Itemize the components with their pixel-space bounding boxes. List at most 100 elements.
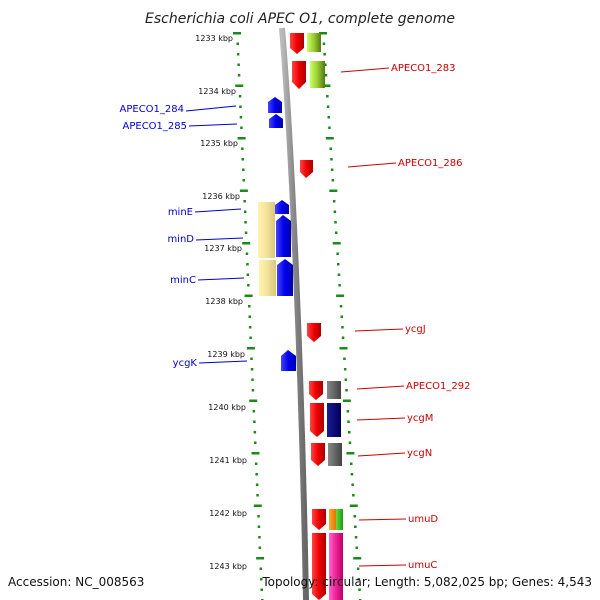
ring-minor-tick: [330, 168, 334, 171]
leader-line: [357, 452, 406, 457]
gene-apeco1-283[interactable]: [292, 61, 306, 89]
gene-label[interactable]: APECO1_284: [120, 104, 185, 115]
gene-label[interactable]: APECO1_285: [123, 121, 188, 132]
ring-minor-tick: [239, 116, 243, 119]
ring-minor-tick: [236, 53, 240, 56]
ring-minor-tick: [240, 126, 243, 129]
ring-major-tick: [242, 242, 251, 245]
ring-minor-tick: [324, 63, 327, 66]
gene-ycgm[interactable]: [310, 403, 324, 437]
ring-minor-tick: [248, 305, 251, 308]
ring-minor-tick: [258, 536, 261, 539]
gene-ycgk[interactable]: [281, 350, 296, 371]
ring-minor-tick: [333, 210, 337, 213]
gene-label[interactable]: ycgN: [407, 448, 432, 459]
ring-minor-tick: [348, 431, 351, 434]
class-bar: [307, 33, 321, 52]
gene-label[interactable]: minC: [170, 275, 196, 286]
tick-label: 1239 kbp: [207, 350, 245, 359]
leader-line: [188, 123, 238, 127]
ring-minor-tick: [350, 473, 354, 476]
ring-major-tick: [251, 452, 260, 455]
ring-minor-tick: [244, 231, 248, 234]
ring-minor-tick: [238, 95, 242, 98]
gene-umud[interactable]: [312, 509, 326, 530]
ring-minor-tick: [252, 410, 256, 413]
gene-label[interactable]: ycgM: [407, 413, 433, 424]
class-bar: [329, 533, 343, 600]
ring-minor-tick: [246, 263, 249, 266]
ring-major-tick: [339, 347, 348, 350]
gene-ycgj[interactable]: [307, 323, 321, 342]
gene-label[interactable]: APECO1_292: [406, 381, 471, 392]
ring-minor-tick: [253, 420, 256, 423]
gene-mind[interactable]: [276, 215, 291, 257]
ring-minor-tick: [241, 158, 244, 161]
map-title: Escherichia coli APEC O1, complete genom…: [145, 11, 455, 27]
gene-apeco1-292[interactable]: [309, 381, 323, 400]
ring-minor-tick: [242, 168, 245, 171]
ring-minor-tick: [354, 525, 357, 528]
ring-minor-tick: [339, 305, 343, 308]
ring-minor-tick: [250, 357, 253, 360]
gene-label[interactable]: APECO1_283: [391, 63, 456, 74]
ring-major-tick: [353, 557, 362, 560]
gene-apeco1-286[interactable]: [300, 160, 313, 178]
gene-mine[interactable]: [275, 200, 289, 214]
gene-apeco1-285[interactable]: [269, 114, 283, 128]
ring-minor-tick: [236, 42, 239, 45]
gene-label[interactable]: minE: [168, 207, 193, 218]
ring-minor-tick: [322, 42, 326, 45]
ring-minor-tick: [255, 473, 258, 476]
ring-minor-tick: [260, 588, 263, 591]
ring-minor-tick: [245, 252, 249, 255]
ring-minor-tick: [345, 389, 348, 392]
tick-label: 1237 kbp: [204, 244, 242, 253]
ring-minor-tick: [329, 147, 332, 150]
ring-minor-tick: [353, 515, 356, 518]
ring-major-tick: [256, 557, 265, 560]
leader-line: [340, 67, 390, 73]
gene-apeco1-284[interactable]: [268, 97, 282, 113]
class-bar: [310, 61, 325, 88]
ring-major-tick: [319, 32, 327, 35]
leader-line: [185, 105, 237, 112]
ring-minor-tick: [336, 252, 339, 255]
ring-major-tick: [244, 294, 253, 297]
ring-minor-tick: [341, 326, 344, 329]
ring-major-tick: [346, 452, 355, 455]
ring-minor-tick: [237, 63, 240, 66]
gene-label[interactable]: umuC: [408, 560, 437, 571]
tick-label: 1243 kbp: [209, 562, 247, 571]
ring-minor-tick: [256, 494, 259, 497]
gene-label[interactable]: umuD: [408, 514, 438, 525]
leader-line: [347, 162, 397, 168]
gene-ycgn[interactable]: [311, 443, 325, 466]
ring-minor-tick: [337, 263, 340, 266]
ring-minor-tick: [323, 53, 326, 56]
ring-minor-tick: [324, 74, 328, 77]
ring-minor-tick: [337, 273, 341, 276]
gene-label[interactable]: ycgK: [173, 358, 198, 369]
ring-minor-tick: [259, 567, 263, 570]
gene-label[interactable]: APECO1_286: [398, 158, 463, 169]
feature-band: [258, 202, 275, 258]
ring-major-tick: [342, 399, 351, 402]
gene-label[interactable]: minD: [167, 234, 194, 245]
ring-major-tick: [336, 294, 345, 297]
ring-minor-tick: [243, 200, 246, 203]
gene-umuc[interactable]: [312, 533, 326, 600]
gene-label[interactable]: ycgJ: [405, 324, 426, 335]
gene-minc[interactable]: [277, 259, 293, 296]
gene-arrow[interactable]: [290, 33, 304, 54]
ring-minor-tick: [254, 441, 257, 444]
tick-label: 1242 kbp: [209, 509, 247, 518]
tick-label: 1240 kbp: [208, 403, 246, 412]
ring-major-tick: [332, 242, 341, 245]
ring-major-tick: [237, 137, 246, 140]
tick-label: 1235 kbp: [200, 139, 238, 148]
ring-minor-tick: [326, 95, 329, 98]
ring-minor-tick: [351, 483, 354, 486]
ring-minor-tick: [334, 221, 337, 224]
